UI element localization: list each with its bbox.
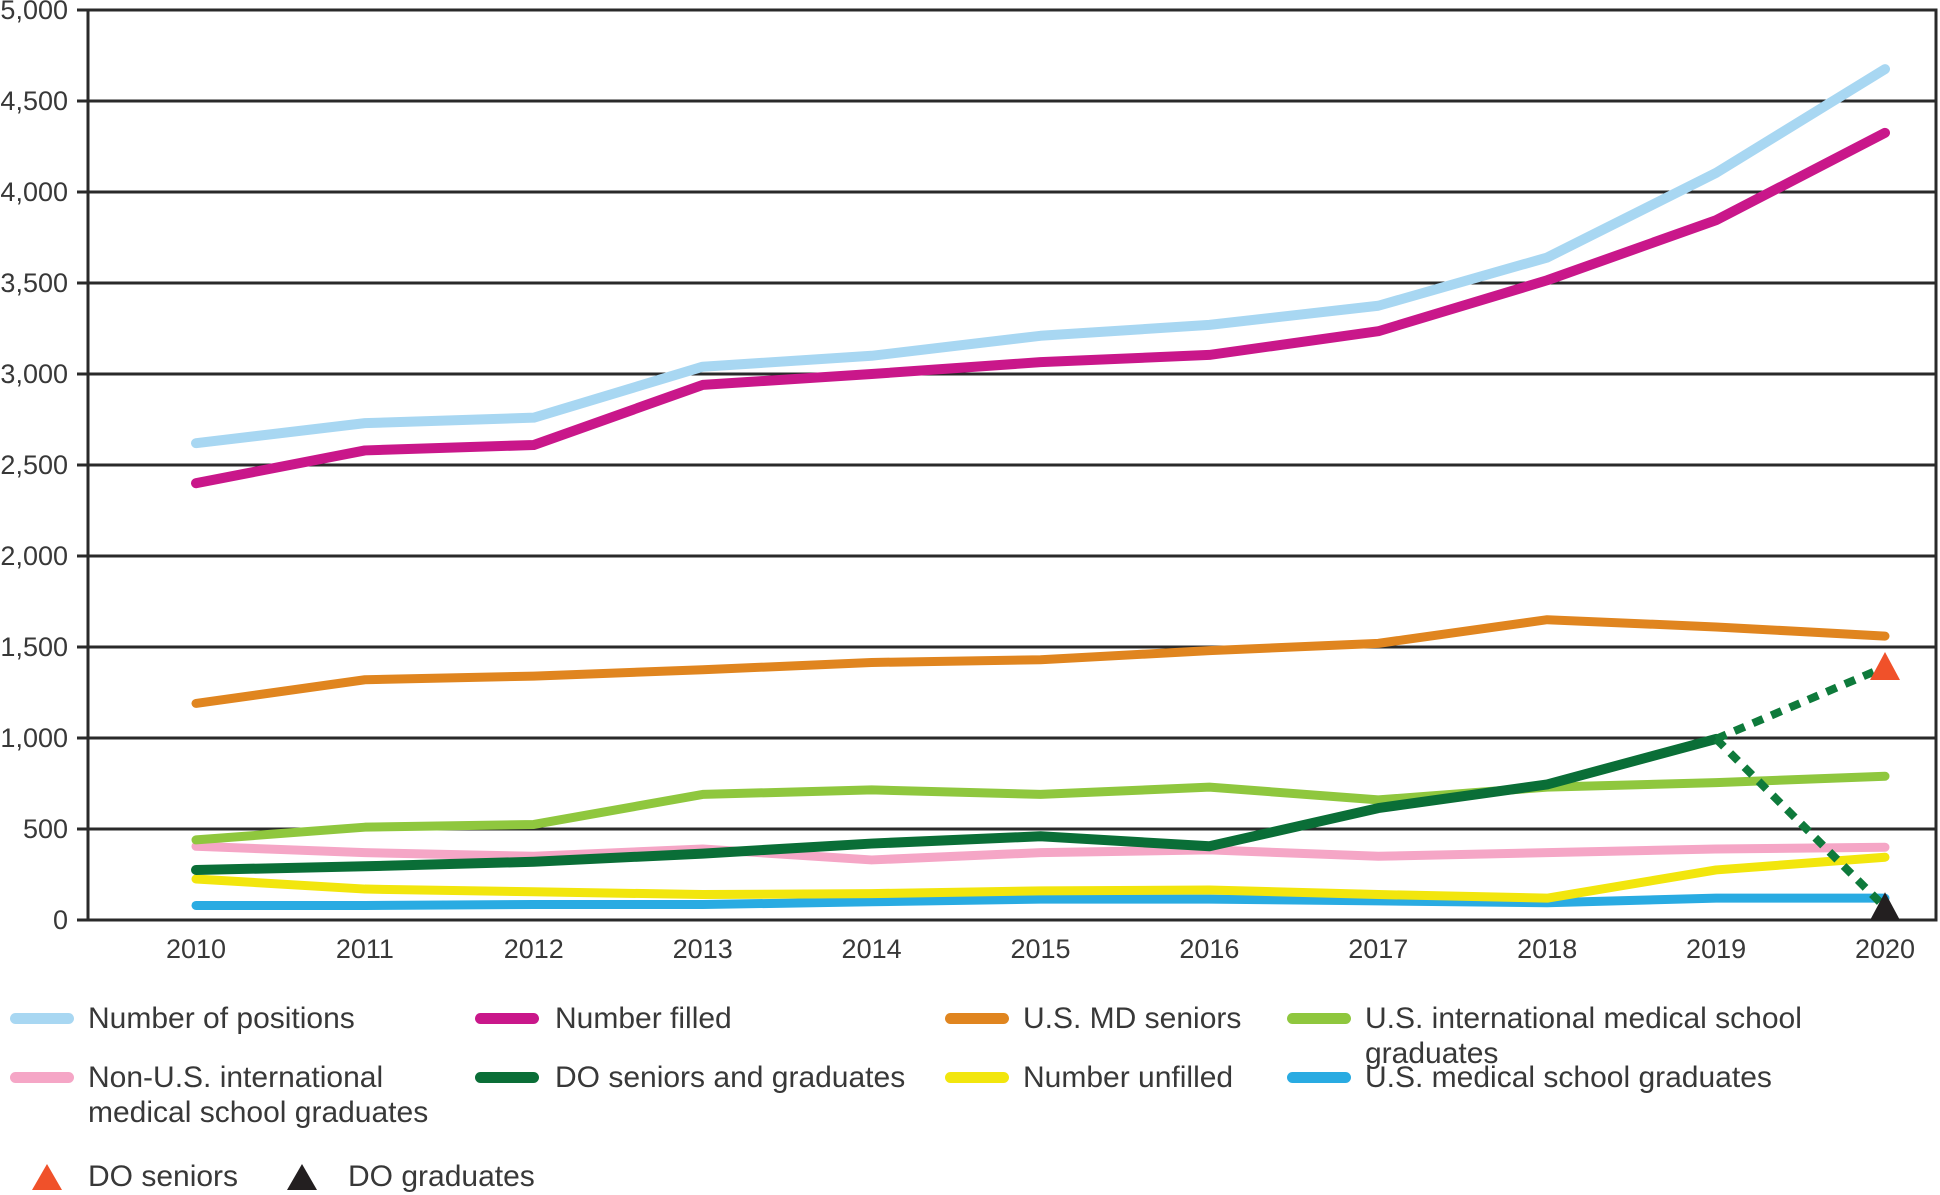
projection-dotted-lines [1713, 663, 1888, 911]
legend-label: Number unfilled [1023, 1061, 1234, 1094]
legend-label: Non-U.S. international medical school gr… [88, 1061, 429, 1129]
y-tick-label-4000: 4,000 [0, 177, 68, 207]
series-line-number-unfilled [191, 852, 1890, 903]
legend-item-number-unfilled: Number unfilled [945, 1060, 1233, 1095]
legend-item-u-s-medical-school-graduates: U.S. medical school graduates [1287, 1060, 1772, 1095]
y-tick-label-3500: 3,500 [0, 268, 68, 298]
legend-label: DO seniors [88, 1160, 239, 1193]
legend-triangle-marker [32, 1164, 62, 1190]
y-tick-label-1000: 1,000 [0, 723, 68, 753]
legend-label: Number of positions [88, 1002, 355, 1035]
legend-triangle-marker [287, 1164, 317, 1190]
x-tick-label-2019: 2019 [1686, 934, 1746, 964]
legend-label: DO seniors and graduates [555, 1061, 906, 1094]
legend-item-non-u-s-international: Non-U.S. international medical school gr… [10, 1060, 428, 1130]
x-tick-label-2010: 2010 [166, 934, 226, 964]
legend-item-do-seniors-and-graduates: DO seniors and graduates [475, 1060, 905, 1095]
axes [86, 8, 1938, 922]
y-tick-label-2000: 2,000 [0, 541, 68, 571]
series-line-non-u-s-international-medical-school-graduates [191, 841, 1890, 865]
legend-line-swatch [1287, 1013, 1351, 1024]
y-tick-label-500: 500 [23, 814, 68, 844]
legend-line-swatch [10, 1013, 74, 1024]
series-line-u-s-medical-school-graduates [191, 893, 1890, 910]
legend-item-do-seniors: DO seniors [32, 1159, 238, 1194]
data-series [191, 64, 1890, 910]
series-line-u-s-md-seniors [191, 615, 1890, 708]
legend-item-number-filled: Number filled [475, 1001, 732, 1036]
y-tick-label-0: 0 [53, 905, 68, 935]
y-tick-label-3000: 3,000 [0, 359, 68, 389]
legend-label: U.S. MD seniors [1023, 1002, 1242, 1035]
dotted-projection-do-seniors [1714, 663, 1887, 743]
x-tick-label-2014: 2014 [842, 934, 902, 964]
x-tick-label-2017: 2017 [1348, 934, 1408, 964]
x-tick-label-2018: 2018 [1517, 934, 1577, 964]
x-tick-label-2011: 2011 [336, 934, 394, 964]
y-tick-label-2500: 2,500 [0, 450, 68, 480]
legend-line-swatch [10, 1072, 74, 1083]
x-tick-label-2020: 2020 [1855, 934, 1915, 964]
series-line-number-of-positions [191, 64, 1890, 449]
x-tick-label-2015: 2015 [1010, 934, 1070, 964]
y-tick-label-1500: 1,500 [0, 632, 68, 662]
legend-label: U.S. international medical school gradua… [1365, 1002, 1802, 1070]
y-axis-tick-labels: 0 500 1,000 1,500 2,000 2,500 3,000 3,500 4,000 4… [0, 0, 68, 935]
legend-line-swatch [945, 1072, 1009, 1083]
legend-line-swatch [945, 1013, 1009, 1024]
series-line-u-s-international-medical-school-graduates [191, 771, 1890, 845]
legend-label: U.S. medical school graduates [1365, 1061, 1772, 1094]
x-tick-label-2016: 2016 [1179, 934, 1239, 964]
y-tick-label-5000: 5,000 [0, 0, 68, 25]
x-tick-label-2012: 2012 [504, 934, 564, 964]
legend-item-u-s-md-seniors: U.S. MD seniors [945, 1001, 1241, 1036]
legend-item-u-s-international-medical-school-graduates: U.S. international medical school gradua… [1287, 1001, 1940, 1071]
triangle-markers [1870, 652, 1900, 921]
legend-line-swatch [475, 1013, 539, 1024]
x-axis-year-labels: 2010 2011 2012 2013 2014 2015 2016 2017 2018 2019… [166, 934, 1915, 964]
x-tick-label-2013: 2013 [673, 934, 733, 964]
legend-item-number-of-positions: Number of positions [10, 1001, 355, 1036]
y-tick-label-4500: 4,500 [0, 86, 68, 116]
series-line-number-filled [191, 127, 1890, 489]
legend-label: Number filled [555, 1002, 732, 1035]
legend-label: DO graduates [348, 1160, 535, 1193]
legend-item-do-graduates: DO graduates [287, 1159, 535, 1194]
marker-do-graduates-triangle [1870, 892, 1900, 921]
legend-line-swatch [1287, 1072, 1351, 1083]
line-chart: 0 500 1,000 1,500 2,000 2,500 3,000 3,500 4,000 4… [0, 0, 1938, 964]
marker-do-seniors-triangle [1870, 652, 1900, 681]
series-line-do-seniors-and-graduates [191, 733, 1722, 875]
legend-line-swatch [475, 1072, 539, 1083]
dotted-projection-do-graduates [1713, 736, 1888, 911]
